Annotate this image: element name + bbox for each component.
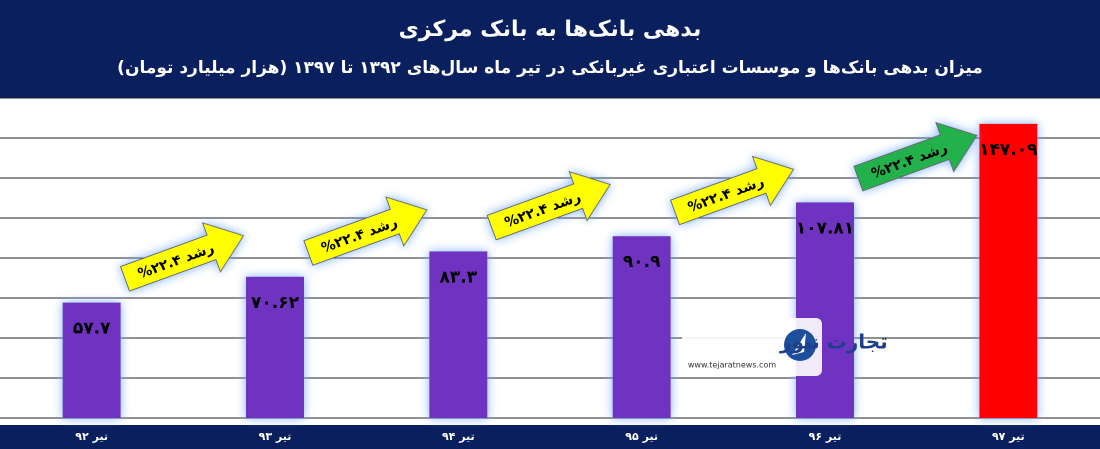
- bar: [62, 302, 121, 418]
- x-tick-label: تیر ۹۳: [259, 430, 292, 443]
- plot: تیر ۹۲ ۵۷.۷ تیر ۹۳ ۷۰.۶۲ تیر ۹۴ ۸۳.۳ تیر ۹۵ ۹۰.…: [0, 97, 1100, 443]
- bar: [979, 123, 1038, 418]
- arrow-shape: [303, 196, 428, 266]
- value-label: ۹۰.۹: [623, 252, 661, 272]
- bar: [612, 236, 671, 418]
- logo-icon-mark: [792, 333, 806, 355]
- value-label: ۵۷.۷: [73, 319, 111, 339]
- x-tick-label: تیر ۹۶: [809, 430, 842, 443]
- arrow-shape: [486, 170, 611, 241]
- x-tick-label: تیر ۹۷: [992, 430, 1025, 443]
- x-tick-label: تیر ۹۴: [442, 430, 475, 443]
- value-label: ۸۳.۳: [440, 267, 478, 287]
- x-tick-label: تیر ۹۵: [625, 430, 658, 443]
- growth-arrow: رشد ۲۲.۴%: [303, 196, 428, 266]
- logo-bg: [682, 318, 822, 376]
- arrow-shape: [669, 155, 795, 226]
- footer-bg: [0, 425, 1100, 449]
- logo-name: تجارت نیوز: [779, 330, 888, 354]
- logo-url: www.tejaratnews.com: [688, 361, 776, 370]
- growth-arrow: رشد ۲۲.۴%: [853, 121, 978, 192]
- header-bg: [0, 0, 1100, 98]
- arrow-shape: [853, 121, 978, 192]
- bar: [429, 251, 488, 418]
- growth-arrow: رشد ۲۲.۴%: [669, 155, 795, 226]
- value-label: ۱۴۷.۰۹: [979, 140, 1038, 160]
- value-label: ۱۰۷.۸۱: [796, 218, 854, 238]
- value-label: ۷۰.۶۲: [251, 293, 300, 313]
- chart-subtitle: میزان بدهی بانک‌ها و موسسات اعتباری غیرب…: [117, 58, 983, 78]
- growth-arrow: رشد ۲۲.۴%: [119, 222, 245, 292]
- growth-arrow: رشد ۲۲.۴%: [486, 170, 611, 241]
- bar: [796, 202, 854, 418]
- chart-title: بدهی بانک‌ها به بانک مرکزی: [399, 17, 702, 42]
- bar: [246, 276, 304, 418]
- arrow-shape: [119, 222, 245, 292]
- watermark: تجارت نیوز www.tejaratnews.com: [682, 318, 888, 376]
- x-tick-label: تیر ۹۲: [75, 430, 108, 443]
